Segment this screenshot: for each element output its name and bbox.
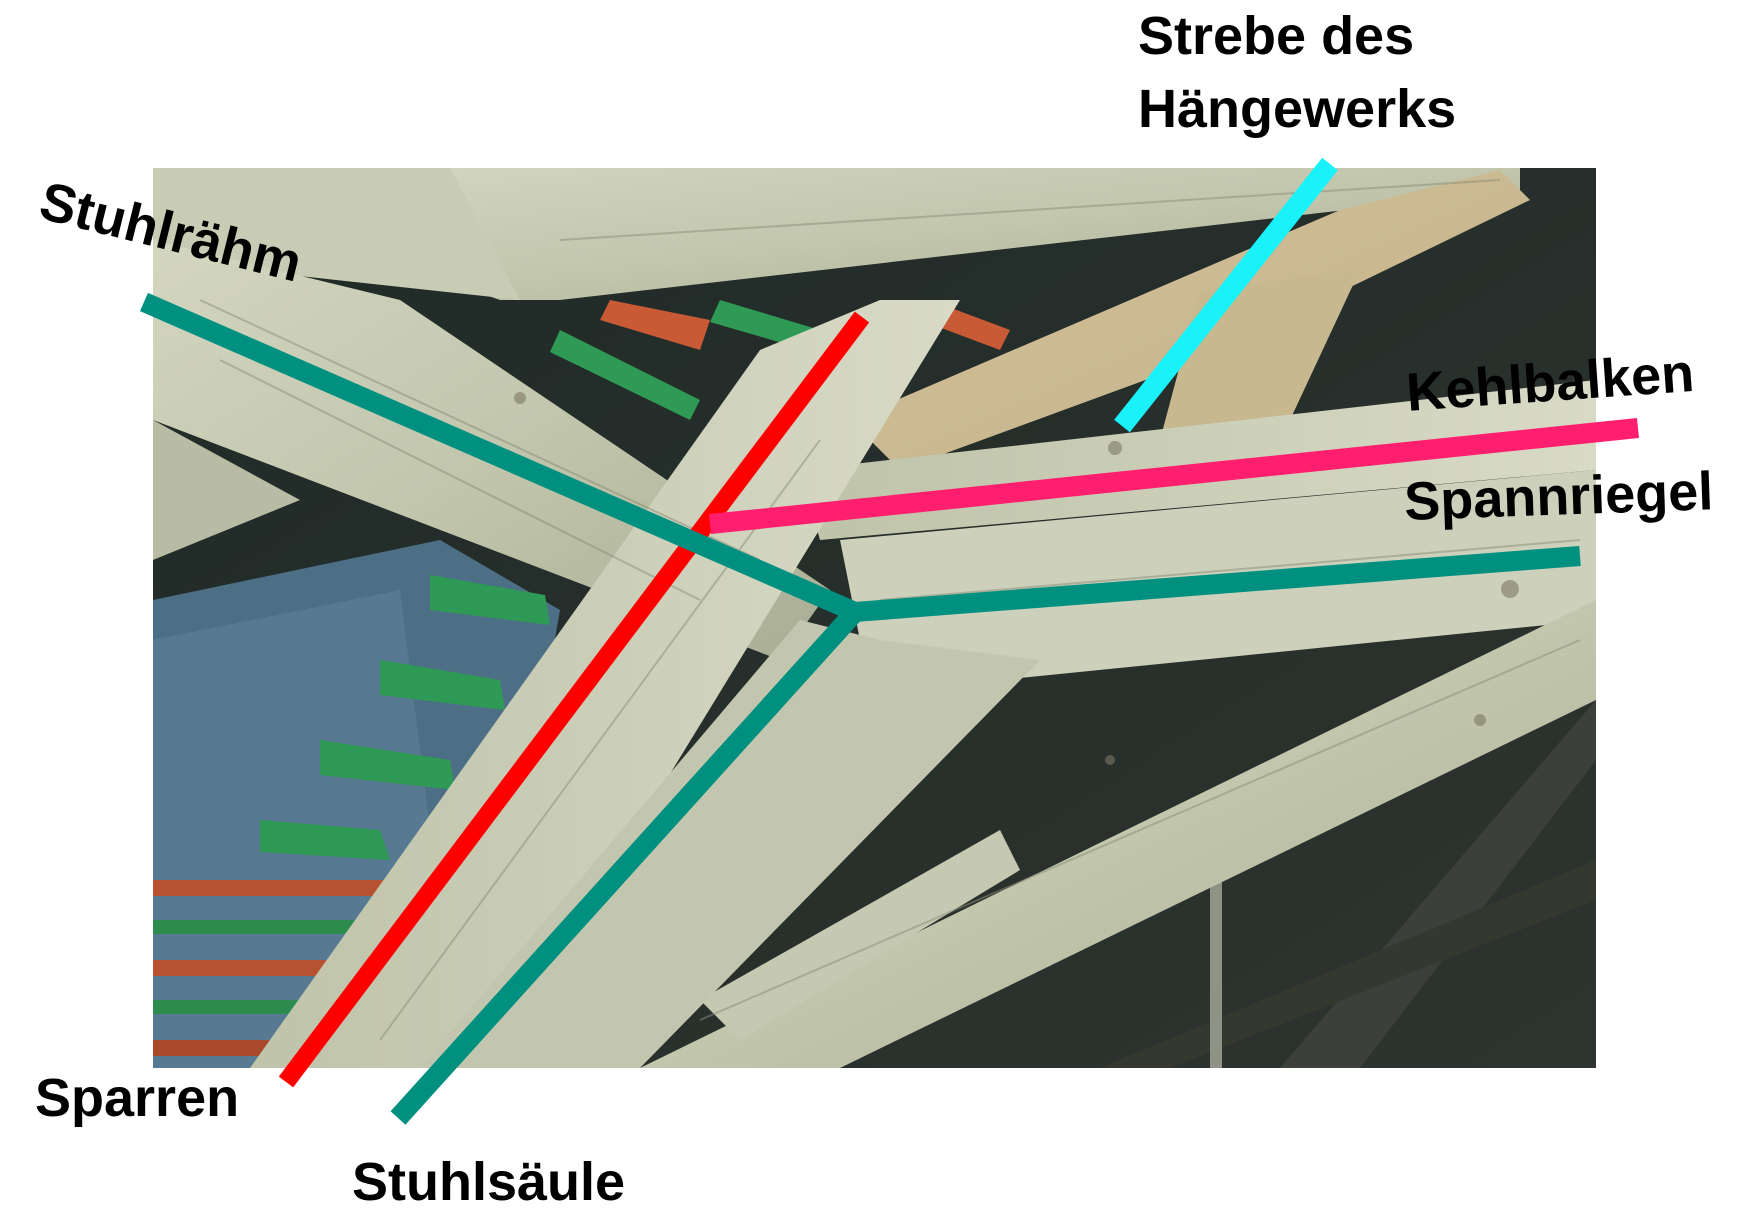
label-stuhlsaeule: Stuhlsäule (352, 1152, 626, 1212)
sparren-line (278, 311, 870, 1088)
kehlbalken-line (708, 418, 1640, 534)
label-sparren: Sparren (35, 1068, 240, 1128)
label-spannriegel: Spannriegel (1403, 461, 1715, 532)
annotation-lines (140, 157, 1640, 1125)
label-strebe-line2: Hängewerks (1138, 78, 1457, 139)
stuhlsaeule-line (390, 605, 863, 1125)
label-strebe-des-haengewerks: Strebe des Hängewerks (1138, 0, 1456, 146)
strebe-line (1114, 157, 1338, 433)
label-strebe-line1: Strebe des (1138, 6, 1415, 66)
